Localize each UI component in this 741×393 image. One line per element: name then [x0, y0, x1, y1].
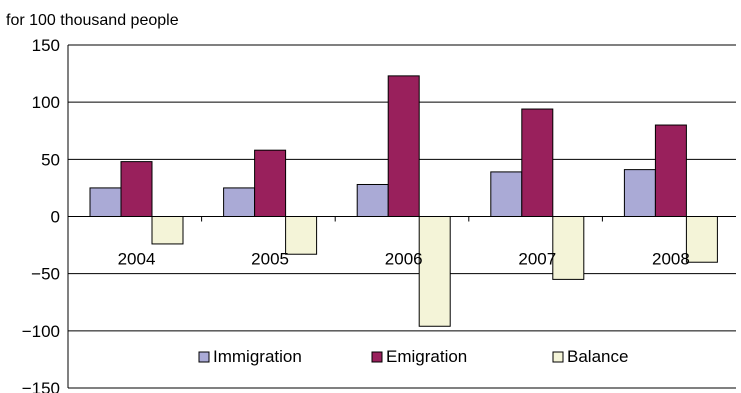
axes — [67, 45, 736, 388]
category-label: 2006 — [385, 250, 423, 269]
y-tick-label: 150 — [32, 36, 60, 55]
bar-immigration-2007 — [490, 171, 523, 218]
legend-label-balance: Balance — [567, 347, 628, 366]
bar-emigration-2007 — [521, 108, 554, 217]
bar-emigration-2004 — [120, 161, 153, 217]
category-labels: 2004 2005 2006 2007 2008 — [118, 250, 690, 269]
unit-label: for 100 thousand people — [6, 12, 179, 29]
legend-label-emigration: Emigration — [386, 347, 467, 366]
bar-balance-2008 — [685, 216, 718, 263]
bar-emigration-2005 — [254, 149, 287, 217]
legend: Immigration Emigration Balance — [198, 347, 628, 366]
y-tick-label: −150 — [22, 379, 60, 393]
bar-immigration-2008 — [623, 169, 656, 218]
category-label: 2004 — [118, 250, 156, 269]
legend-swatch-immigration — [198, 351, 210, 363]
y-tick-label: 100 — [32, 93, 60, 112]
category-label: 2007 — [518, 250, 556, 269]
legend-swatch-balance — [552, 351, 564, 363]
legend-label-immigration: Immigration — [213, 347, 302, 366]
bar-balance-2006 — [418, 216, 451, 327]
bar-emigration-2006 — [387, 75, 420, 218]
y-tick-label: −50 — [31, 265, 60, 284]
bars — [89, 75, 718, 327]
bar-balance-2004 — [151, 216, 184, 245]
y-tick-label: 0 — [51, 208, 60, 227]
y-tick-label: 50 — [41, 150, 60, 169]
bar-emigration-2008 — [654, 124, 687, 217]
bar-immigration-2004 — [89, 187, 122, 218]
y-tick-label: −100 — [22, 322, 60, 341]
category-label: 2008 — [652, 250, 690, 269]
bar-balance-2007 — [552, 216, 585, 280]
category-label: 2005 — [251, 250, 289, 269]
bar-immigration-2005 — [223, 187, 256, 218]
legend-swatch-emigration — [371, 351, 383, 363]
y-tick-labels: 150 100 50 0 −50 −100 −150 — [22, 36, 60, 393]
bar-immigration-2006 — [356, 183, 389, 217]
bar-balance-2005 — [285, 216, 318, 255]
